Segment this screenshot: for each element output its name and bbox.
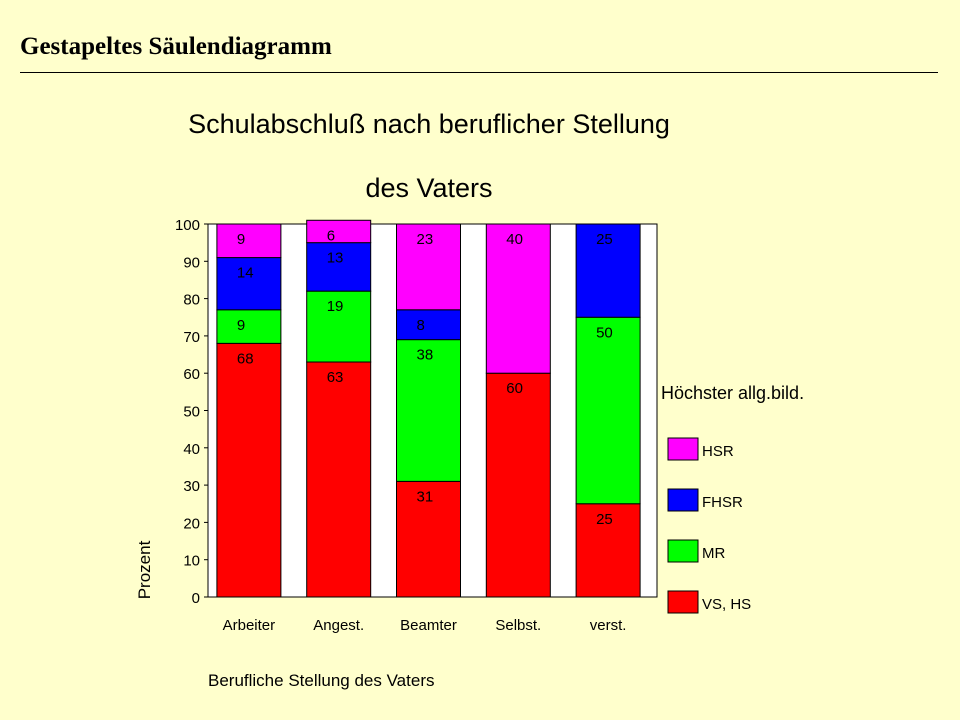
legend-swatch — [667, 437, 699, 461]
data-label: 38 — [417, 347, 434, 364]
bar-segment — [306, 219, 372, 244]
data-label: 60 — [506, 380, 523, 397]
legend-label: FHSR — [702, 494, 743, 511]
bar-segment — [306, 361, 372, 598]
y-tick-label: 10 — [183, 553, 200, 570]
data-label: 13 — [327, 250, 344, 267]
y-tick-label: 40 — [183, 441, 200, 458]
x-axis-label: Berufliche Stellung des Vaters — [208, 671, 434, 690]
y-tick-label: 0 — [192, 590, 200, 607]
data-label: 50 — [596, 324, 613, 341]
chart-title-line-1: Schulabschluß nach beruflicher Stellung — [188, 109, 670, 139]
y-tick-label: 20 — [183, 515, 200, 532]
bar-segment — [216, 309, 282, 344]
data-label: 40 — [506, 231, 523, 248]
bar-segment — [485, 372, 551, 598]
data-label: 14 — [237, 265, 254, 282]
y-tick-label: 60 — [183, 366, 200, 383]
bar-segment — [216, 257, 282, 311]
bar-segment — [485, 223, 551, 374]
x-tick-label: Angest. — [313, 617, 364, 634]
bar-segment — [396, 480, 461, 598]
bar-segment — [396, 309, 461, 341]
y-tick-label: 100 — [175, 217, 200, 234]
y-axis-label: Prozent — [135, 540, 154, 599]
chart-title-line-2: des Vaters — [365, 173, 492, 203]
data-label: 23 — [417, 231, 434, 248]
y-tick-label: 30 — [183, 478, 200, 495]
x-tick-label: Beamter — [400, 617, 457, 634]
legend-label: MR — [702, 545, 725, 562]
bar-segment — [216, 342, 282, 598]
bar-segment — [396, 339, 461, 482]
legend-label: HSR — [702, 443, 734, 460]
bar-segment — [575, 223, 641, 318]
data-label: 6 — [327, 227, 335, 244]
y-tick-label: 90 — [183, 254, 200, 271]
y-tick-label: 80 — [183, 292, 200, 309]
data-label: 9 — [237, 231, 245, 248]
legend-title: Höchster allg.bild. — [661, 383, 804, 403]
data-label: 31 — [417, 488, 434, 505]
y-tick-label: 50 — [183, 404, 200, 421]
legend-swatch — [667, 590, 699, 614]
bar-segment — [575, 503, 641, 598]
legend-swatch — [667, 488, 699, 512]
data-label: 9 — [237, 317, 245, 334]
stacked-bar-chart: Schulabschluß nach beruflicher Stellung d… — [90, 80, 872, 708]
data-label: 25 — [596, 231, 613, 248]
data-label: 68 — [237, 350, 254, 367]
legend-label: VS, HS — [702, 596, 751, 613]
data-label: 19 — [327, 298, 344, 315]
x-tick-label: Arbeiter — [223, 617, 276, 634]
data-label: 63 — [327, 369, 344, 386]
data-label: 8 — [417, 317, 425, 334]
bar-segment — [306, 290, 372, 363]
legend-swatch — [667, 539, 699, 563]
bar-segment — [575, 316, 641, 505]
data-label: 25 — [596, 511, 613, 528]
bar-segment — [216, 223, 282, 259]
bar-segment — [306, 242, 372, 292]
title-divider — [20, 72, 938, 73]
y-tick-label: 70 — [183, 329, 200, 346]
bar-segment — [396, 223, 461, 311]
x-tick-label: Selbst. — [495, 617, 541, 634]
x-tick-label: verst. — [590, 617, 627, 634]
slide-title: Gestapeltes Säulendiagramm — [20, 33, 332, 60]
